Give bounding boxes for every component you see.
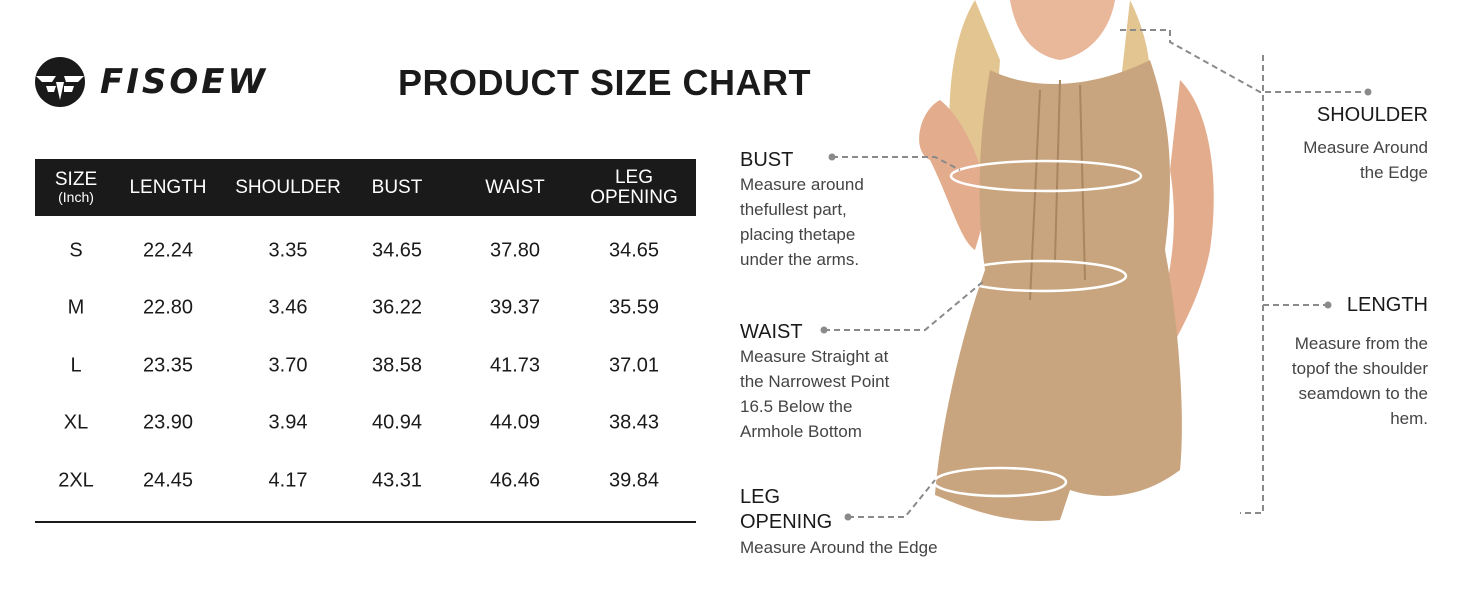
table-cell: 38.58 <box>371 354 423 376</box>
table-cell: 39.37 <box>489 296 541 319</box>
brand-name: FISOEW <box>100 62 268 102</box>
table-cell: 3.46 <box>268 296 308 319</box>
waist-callout: WAIST Measure Straight at the Narrowest P… <box>740 321 889 444</box>
waist-label: WAIST <box>740 321 803 343</box>
table-row: 2XL 24.45 4.17 43.31 46.46 39.84 <box>35 452 696 509</box>
table-cell: 37.01 <box>608 354 660 376</box>
table-cell: 46.46 <box>489 469 541 491</box>
table-cell: XL <box>63 411 89 434</box>
table-cell: 35.59 <box>608 296 660 319</box>
table-cell: 36.22 <box>371 296 423 319</box>
header-shoulder: SHOULDER <box>235 176 341 198</box>
shoulder-description: Measure Around the Edge <box>1303 138 1428 182</box>
header-leg-opening: LEG OPENING <box>590 166 678 208</box>
table-cell: M <box>67 296 85 319</box>
table-cell: 34.65 <box>371 239 423 261</box>
waist-description: Measure Straight at the Narrowest Point 16… <box>740 347 890 441</box>
table-cell: 3.70 <box>268 354 308 376</box>
table-cell: 3.35 <box>268 239 308 261</box>
table-row: XL 23.90 3.94 40.94 44.09 38.43 <box>35 395 696 452</box>
bust-description: Measure around thefullest part, placing th… <box>740 175 864 269</box>
brand-logo: FISOEW <box>34 56 268 108</box>
header-bust: BUST <box>371 176 423 198</box>
table-cell: L <box>70 354 82 376</box>
shoulder-callout: SHOULDER Measure Around the Edge <box>1303 104 1428 185</box>
table-cell: 38.43 <box>608 411 660 434</box>
table-cell: 23.90 <box>142 411 194 434</box>
table-cell: S <box>69 239 83 261</box>
table-cell: 4.17 <box>268 469 308 491</box>
table-cell: 22.24 <box>142 239 194 261</box>
size-table: SIZE (Inch) LENGTH SHOULDER BUST WAIST LE… <box>35 159 696 491</box>
table-cell: 34.65 <box>608 239 660 261</box>
table-cell: 24.45 <box>142 469 194 491</box>
leg-opening-description: Measure Around the Edge <box>740 538 938 557</box>
header-length: LENGTH <box>129 176 207 198</box>
header-size: SIZE (Inch) <box>54 169 98 205</box>
length-label: LENGTH <box>1346 294 1428 316</box>
table-cell: 23.35 <box>142 354 194 376</box>
table-cell: 39.84 <box>608 469 660 491</box>
waist-ellipse <box>956 259 1128 293</box>
table-row: S 22.24 3.35 34.65 37.80 34.65 <box>35 222 696 279</box>
table-cell: 40.94 <box>371 411 423 434</box>
table-cell: 41.73 <box>489 354 541 376</box>
table-bottom-rule <box>35 521 696 523</box>
page-title: PRODUCT SIZE CHART <box>398 62 811 103</box>
table-cell: 37.80 <box>489 239 541 261</box>
model-photo <box>919 0 1214 521</box>
table-row: M 22.80 3.46 36.22 39.37 35.59 <box>35 280 696 337</box>
table-cell: 2XL <box>58 469 94 491</box>
length-callout: LENGTH Measure from the topof the shoulde… <box>1292 294 1428 431</box>
table-cell: 3.94 <box>268 411 308 434</box>
table-cell: 44.09 <box>489 411 541 434</box>
leg-opening-callout: LEG OPENING Measure Around the Edge <box>740 485 938 560</box>
bust-callout: BUST Measure around thefullest part, placi… <box>740 149 864 272</box>
leg-opening-label: LEG OPENING <box>740 486 833 533</box>
length-description: Measure from the topof the shoulder seamdo… <box>1291 334 1428 428</box>
fisoew-logo-icon <box>35 57 85 107</box>
table-cell: 22.80 <box>142 296 194 319</box>
bust-ellipse <box>949 159 1143 193</box>
header-waist: WAIST <box>485 176 545 198</box>
shoulder-label: SHOULDER <box>1316 104 1428 126</box>
bust-label: BUST <box>740 149 794 171</box>
table-row: L 23.35 3.70 38.58 41.73 37.01 <box>35 337 696 394</box>
table-header: SIZE (Inch) LENGTH SHOULDER BUST WAIST LE… <box>35 159 696 216</box>
table-cell: 43.31 <box>371 469 423 491</box>
